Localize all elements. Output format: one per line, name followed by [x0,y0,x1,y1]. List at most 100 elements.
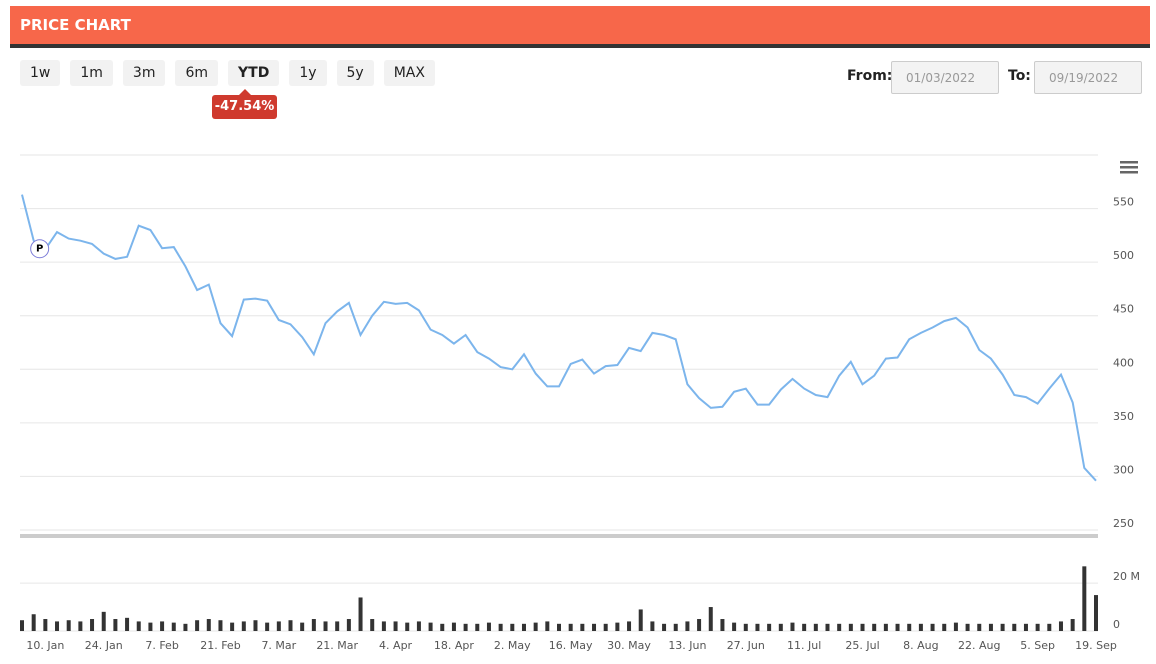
from-input[interactable]: 01/03/2022 [891,61,999,94]
x-tick-label: 24. Jan [85,639,123,652]
volume-bar [230,622,235,631]
volume-bar [545,621,550,631]
volume-bar [55,621,60,631]
x-tick-label: 18. Apr [434,639,474,652]
volume-bar [323,621,328,631]
y-tick-label: 450 [1113,303,1134,316]
from-label: From: [847,68,893,84]
volume-bar [697,619,702,631]
volume-bar [930,623,935,631]
range-button[interactable]: 1w [20,60,61,86]
range-button[interactable]: 3m [122,60,166,86]
range-button[interactable]: YTD [228,60,280,86]
range-button[interactable]: MAX [383,60,435,86]
to-label: To: [1008,68,1031,84]
volume-bar [837,623,842,631]
volume-bar [113,619,118,631]
volume-bar [1070,619,1075,631]
price-line [21,194,1097,482]
range-button[interactable]: 6m [175,60,218,86]
x-tick-label: 10. Jan [26,639,64,652]
volume-bar [592,623,597,631]
volume-bar [860,623,865,631]
volume-bar [673,623,678,631]
volume-bar [615,622,620,631]
range-buttons: 1w 1m 3m 6m YTD 1y 5y MAX [20,60,435,86]
volume-bar [638,609,643,631]
volume-bar [685,621,690,631]
y-tick-label: 350 [1113,410,1134,423]
volume-bar [486,622,491,631]
volume-bar [568,623,573,631]
y-tick-label: 550 [1113,196,1134,209]
volume-bar [475,623,480,631]
volume-bar [813,623,818,631]
volume-bar [31,614,36,631]
volume-bar [767,623,772,631]
y-tick-label: 300 [1113,463,1134,476]
volume-bar [451,622,456,631]
navigator-separator [20,534,1098,538]
volume-bar [708,607,713,631]
volume-bar [265,622,270,631]
volume-bar [965,623,970,631]
y-tick-label: 500 [1113,249,1134,262]
x-tick-label: 22. Aug [958,639,1000,652]
volume-bar [895,623,900,631]
x-tick-label: 21. Feb [200,639,240,652]
volume-bar [720,619,725,631]
volume-bar [136,621,141,631]
x-tick-label: 11. Jul [787,639,821,652]
volume-bar [43,619,48,631]
volume-bar [171,622,176,631]
volume-bar [125,617,130,631]
volume-bar [977,623,982,631]
volume-bar [603,623,608,631]
change-badge: -47.54% [212,89,277,119]
volume-bar [872,623,877,631]
volume-bar [416,621,421,631]
volume-bar [732,622,737,631]
range-button[interactable]: 5y [336,60,374,86]
x-tick-label: 8. Aug [903,639,938,652]
volume-bar [160,621,165,631]
volume-bar [557,623,561,631]
volume-bar [463,623,468,631]
range-button[interactable]: 1m [70,60,113,86]
volume-bar [1047,623,1052,631]
volume-bar [848,623,853,631]
menu-icon [1120,171,1138,174]
menu-icon [1120,161,1138,164]
volume-bar [942,623,947,631]
volume-bar [206,619,211,631]
y-tick-label: 250 [1113,517,1134,530]
x-tick-label: 30. May [607,639,651,652]
volume-bar [1012,623,1017,631]
x-tick-label: 13. Jun [668,639,706,652]
volume-bar [498,623,503,631]
volume-bar [1082,566,1087,631]
x-tick-label: 5. Sep [1020,639,1055,652]
volume-bar [627,621,632,631]
header: PRICE CHART [10,6,1150,48]
volume-bar [276,621,281,631]
volume-bar [650,621,655,631]
volume-bar [90,619,95,631]
volume-bar [66,620,71,631]
to-input[interactable]: 09/19/2022 [1034,61,1142,94]
y2-tick-label: 20 M [1113,570,1140,583]
volume-bar [743,623,748,631]
volume-bar [253,620,258,631]
volume-bar [790,622,795,631]
volume-bar [883,623,888,631]
volume-bar [1035,623,1040,631]
y2-tick-label: 0 [1113,618,1120,631]
volume-bar [1058,621,1063,631]
x-tick-label: 16. May [549,639,593,652]
volume-bar [241,621,246,631]
x-tick-label: 25. Jul [845,639,879,652]
volume-bar [825,623,830,631]
range-button[interactable]: 1y [289,60,327,86]
